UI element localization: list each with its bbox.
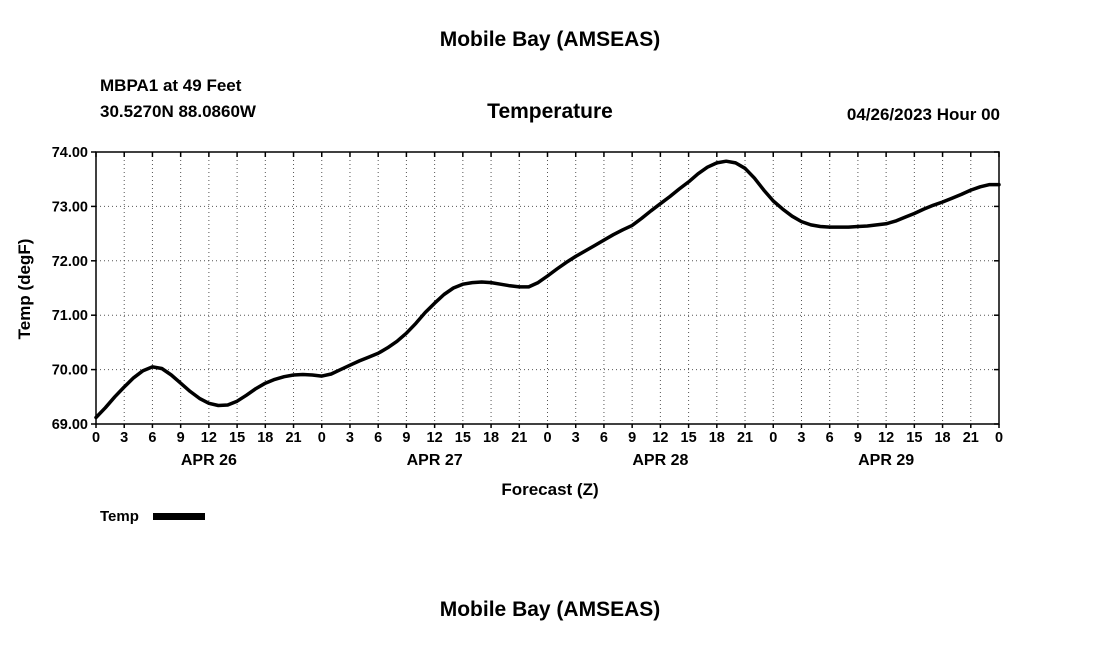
x-tick-label: 12 [201,430,217,446]
x-tick-label: 21 [963,430,979,446]
day-label: APR 26 [181,452,237,469]
x-tick-label: 9 [628,430,636,446]
x-tick-label: 3 [346,430,354,446]
x-tick-label: 9 [402,430,410,446]
x-tick-label: 12 [878,430,894,446]
x-tick-label: 12 [427,430,443,446]
x-tick-label: 9 [177,430,185,446]
x-tick-label: 21 [737,430,753,446]
x-tick-label: 18 [709,430,725,446]
x-tick-label: 3 [120,430,128,446]
x-tick-label: 6 [826,430,834,446]
day-label: APR 27 [407,452,463,469]
top-title: Mobile Bay (AMSEAS) [439,28,661,51]
x-axis-label: Forecast (Z) [501,480,599,499]
y-tick-label: 74.00 [52,145,88,161]
x-tick-label: 3 [572,430,580,446]
station-coordinates: 30.5270N 88.0860W [100,102,256,121]
x-tick-label: 18 [483,430,499,446]
y-tick-label: 70.00 [52,363,88,379]
day-label: APR 28 [632,452,688,469]
x-tick-label: 21 [285,430,301,446]
temp-line [94,159,1001,420]
y-tick-label: 69.00 [52,417,88,433]
day-label: APR 29 [858,452,914,469]
x-tick-label: 6 [148,430,156,446]
y-tick-label: 72.00 [52,254,88,270]
legend-line-swatch [152,513,205,520]
x-tick-label: 18 [257,430,273,446]
x-tick-label: 18 [934,430,950,446]
forecast-datetime: 04/26/2023 Hour 00 [846,105,1000,124]
chart-title: Temperature [487,100,613,123]
y-tick-label: 73.00 [52,199,88,215]
bottom-title: Mobile Bay (AMSEAS) [439,598,661,621]
x-tick-label: 21 [511,430,527,446]
x-tick-label: 6 [600,430,608,446]
x-tick-label: 15 [229,430,245,446]
x-tick-label: 9 [854,430,862,446]
x-tick-label: 0 [769,430,777,446]
legend: Temp [100,508,205,525]
x-tick-label: 12 [652,430,668,446]
x-tick-label: 6 [374,430,382,446]
y-tick-label: 71.00 [52,308,88,324]
station-id: MBPA1 at 49 Feet [100,76,242,95]
x-tick-label: 15 [906,430,922,446]
x-tick-label: 0 [995,430,1003,446]
legend-label: Temp [100,508,139,525]
x-tick-label: 15 [455,430,471,446]
x-tick-label: 3 [797,430,805,446]
x-tick-label: 0 [318,430,326,446]
x-tick-label: 15 [681,430,697,446]
x-tick-label: 0 [92,430,100,446]
x-tick-label: 0 [543,430,551,446]
